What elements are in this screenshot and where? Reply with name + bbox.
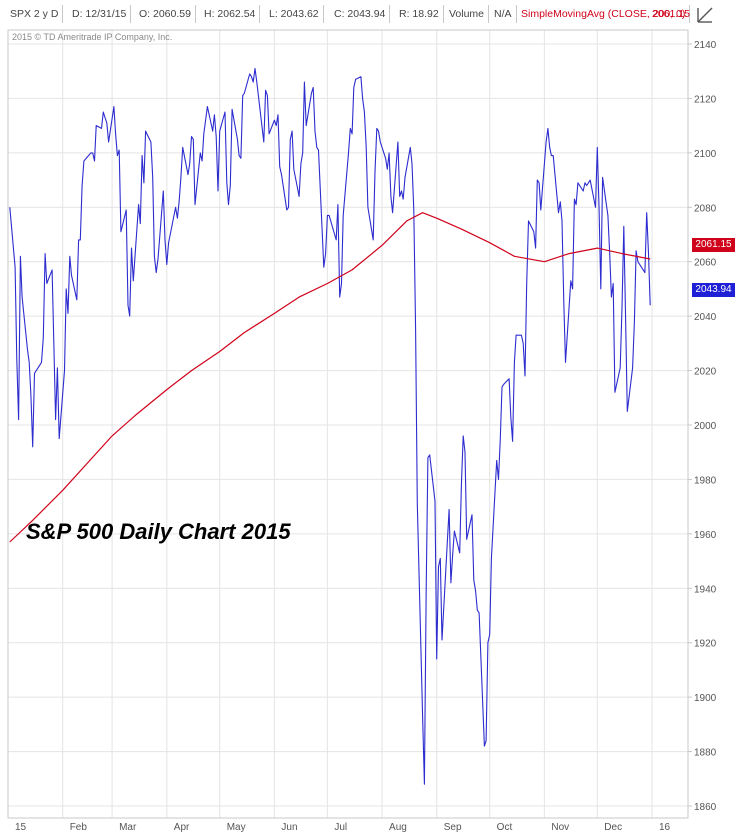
line-drawing-icon[interactable]	[696, 6, 714, 24]
y-tick-label: 1880	[694, 748, 717, 759]
y-tick-label: 2020	[694, 367, 717, 378]
copyright-text: 2015 © TD Ameritrade IP Company, Inc.	[12, 32, 173, 42]
sma-series-line	[9, 212, 651, 543]
header-volume-value: N/A	[490, 5, 517, 23]
x-tick-label: Jul	[334, 822, 347, 833]
x-tick-label: Sep	[444, 822, 462, 833]
header-low: L: 2043.62	[265, 5, 324, 23]
x-tick-label: Nov	[551, 822, 569, 833]
x-tick-label: 15	[15, 822, 27, 833]
tick-labels: 1860 1880 1900 1920 1940 1960 1980 2000 2020 2040…	[15, 40, 717, 833]
x-tick-label: Jun	[281, 822, 297, 833]
series-layer	[9, 67, 651, 785]
header-high: H: 2062.54	[200, 5, 261, 23]
x-tick-label: May	[227, 822, 246, 833]
y-tick-label: 1980	[694, 475, 717, 486]
header-open: O: 2060.59	[135, 5, 196, 23]
y-tick-label: 2040	[694, 312, 717, 323]
header-sma-value: 2061.15	[652, 8, 690, 20]
x-tick-label: Dec	[604, 822, 622, 833]
header-close: C: 2043.94	[330, 5, 391, 23]
y-tick-label: 1920	[694, 639, 717, 650]
header-date: D: 12/31/15	[68, 5, 132, 23]
header-symbol[interactable]: SPX 2 y D	[6, 5, 64, 23]
chart-title-overlay: S&P 500 Daily Chart 2015	[26, 519, 291, 544]
grid	[7, 30, 688, 818]
plot-border	[7, 29, 689, 819]
y-tick-label: 1900	[694, 693, 717, 704]
x-tick-label: Aug	[389, 822, 407, 833]
y-tick-label: 2060	[694, 258, 717, 269]
y-tick-label: 1940	[694, 584, 717, 595]
y-tick-label: 2140	[694, 40, 717, 51]
x-tick-label: Oct	[497, 822, 513, 833]
x-tick-label: Apr	[174, 822, 190, 833]
x-tick-label: Mar	[119, 822, 137, 833]
y-tick-label: 2080	[694, 203, 717, 214]
y-tick-label: 2100	[694, 149, 717, 160]
x-tick-label: 16	[659, 822, 671, 833]
y-tick-label: 2120	[694, 94, 717, 105]
y-tick-label: 2000	[694, 421, 717, 432]
axes	[7, 29, 692, 819]
x-tick-label: Feb	[70, 822, 88, 833]
close-last-value-tag: 2043.94	[692, 283, 735, 297]
header-range: R: 18.92	[395, 5, 444, 23]
y-tick-label: 1960	[694, 530, 717, 541]
sma-last-value-tag: 2061.15	[692, 238, 735, 252]
price-series-line	[9, 67, 651, 785]
header-volume-label: Volume	[445, 5, 490, 23]
y-tick-label: 1860	[694, 802, 717, 813]
header-sma-label[interactable]: SimpleMovingAvg (CLOSE, 200, 0)	[517, 5, 691, 23]
